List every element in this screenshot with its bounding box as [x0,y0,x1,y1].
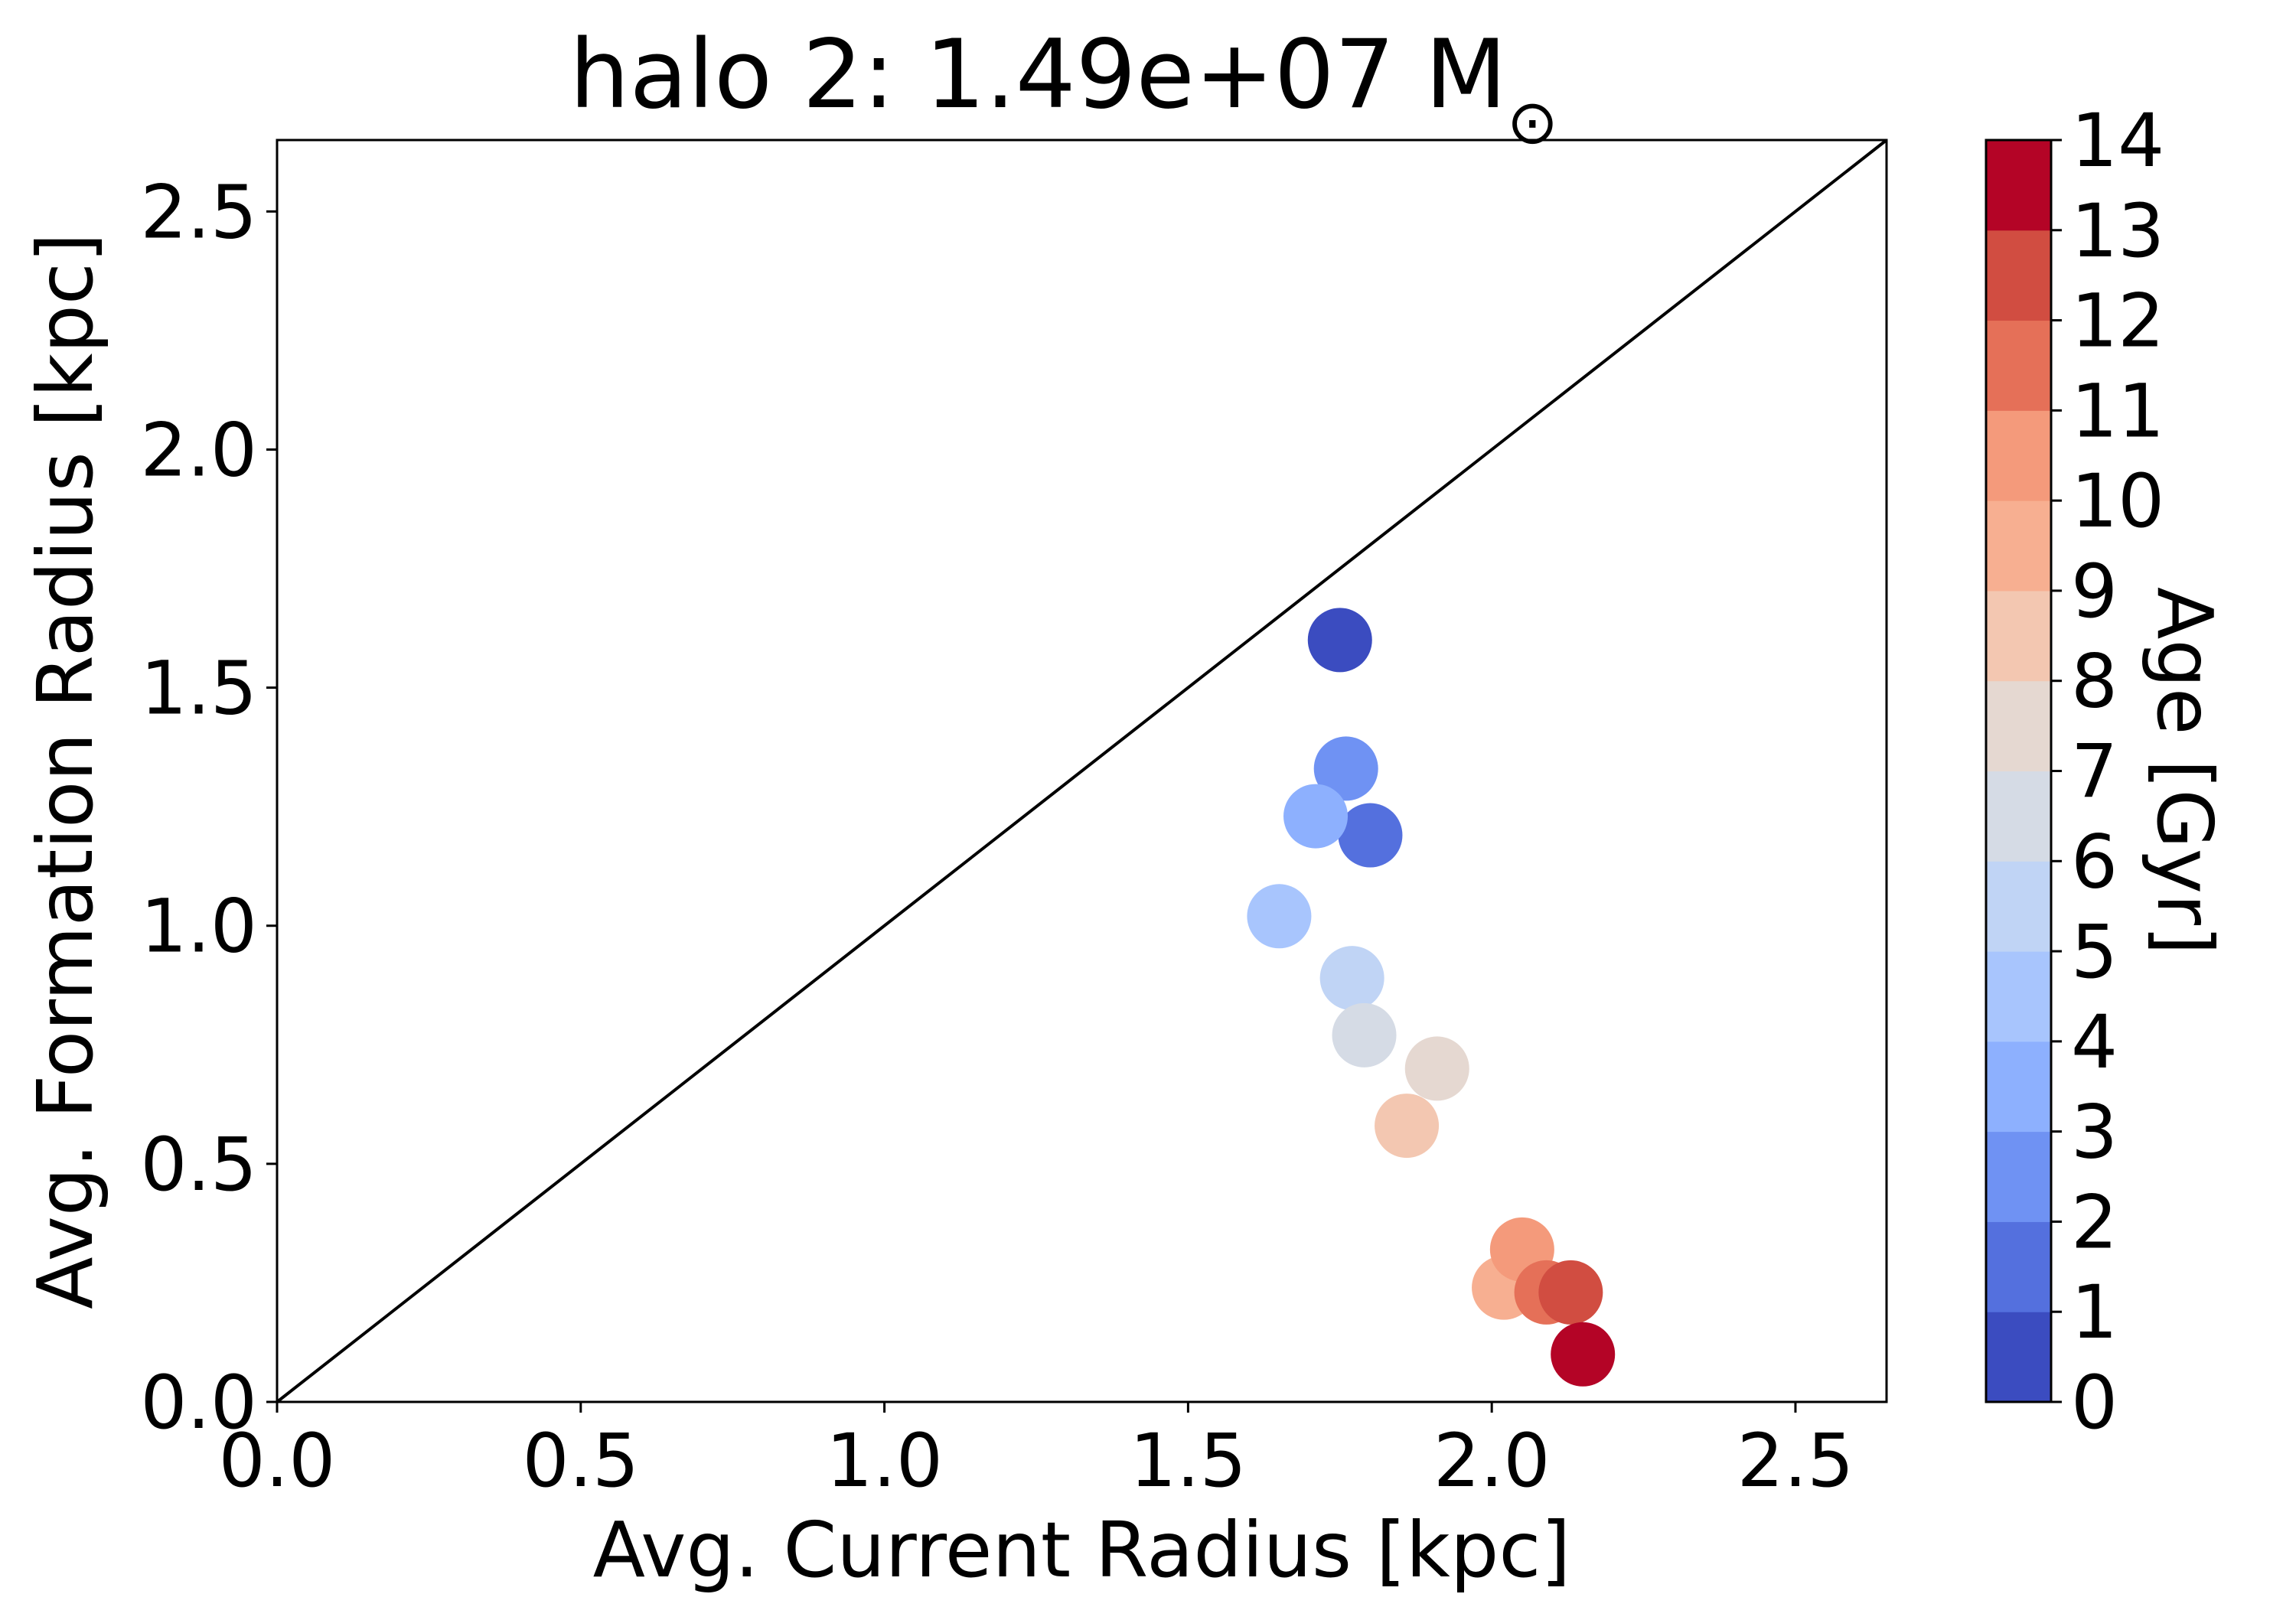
scatter-point-13 [1538,1260,1603,1325]
colorbar-band-2 [1986,1131,2051,1222]
colorbar-band-8 [1986,590,2051,682]
colorbar-band-6 [1986,771,2051,862]
x-axis: 0.0 0.5 1.0 1.5 2.0 2.5 [219,1402,1854,1504]
colorbar-band-13 [1986,140,2051,231]
y-axis: 0.0 0.5 1.0 1.5 2.0 2.5 [140,169,277,1446]
colorbar-label: Age [Gyr] [2140,587,2229,955]
colorbar-tick-label: 12 [2071,279,2164,364]
colorbar-tick-label: 7 [2071,729,2118,815]
scatter-point-8 [1404,1036,1469,1101]
colorbar-band-0 [1986,1312,2051,1403]
x-tick-label: 2.0 [1433,1418,1551,1504]
y-tick-label: 0.5 [140,1122,257,1208]
x-tick-label: 1.5 [1130,1418,1247,1504]
colorbar-tick-label: 9 [2071,549,2118,634]
colorbar-tick-label: 4 [2071,999,2118,1085]
scatter-point-3 [1313,736,1378,801]
scatter-point-1 [1307,608,1372,673]
x-tick-label: 1.0 [826,1418,943,1504]
colorbar-band-12 [1986,230,2051,321]
y-tick-label: 0.0 [140,1360,257,1446]
plot-area [276,139,1888,1403]
colorbar-band-9 [1986,500,2051,592]
colorbar-tick-label: 1 [2071,1270,2118,1355]
colorbar-band-5 [1986,861,2051,952]
scatter-point-6 [1319,946,1384,1011]
colorbar-band-4 [1986,951,2051,1042]
colorbar-band-1 [1986,1221,2051,1312]
colorbar-tick-label: 11 [2071,368,2164,454]
y-tick-label: 1.5 [140,646,257,732]
colorbar-band-3 [1986,1041,2051,1133]
x-axis-label: Avg. Current Radius [kpc] [593,1505,1571,1595]
chart-title-text: halo 2: 1.49e+07 M⊙ [569,20,1558,158]
colorbar-band-11 [1986,320,2051,411]
y-tick-label: 2.5 [140,169,257,255]
y-axis-label: Avg. Formation Radius [kpc] [21,233,110,1309]
scatter-point-7 [1332,1002,1397,1068]
colorbar-tick-label: 2 [2071,1179,2118,1265]
colorbar-tick-label: 10 [2071,458,2164,544]
colorbar-tick-label: 6 [2071,819,2118,905]
colorbar-band-10 [1986,410,2051,501]
y-tick-label: 1.0 [140,884,257,970]
colorbar-tick-label: 3 [2071,1090,2118,1175]
colorbar-tick-label: 5 [2071,909,2118,995]
colorbar-tick-label: 14 [2071,98,2164,184]
y-tick-label: 2.0 [140,407,257,493]
solar-mass-symbol: ⊙ [1507,86,1558,158]
one-to-one-line [276,139,1888,1403]
scatter-point-5 [1247,884,1312,949]
scatter-point-4 [1283,784,1349,849]
colorbar-tick-label: 0 [2071,1360,2118,1446]
plot-frame [276,139,1888,1403]
scatter-point-9 [1375,1094,1440,1159]
scatter-point-2 [1338,803,1403,868]
x-tick-label: 0.0 [219,1418,336,1504]
x-tick-label: 0.5 [522,1418,639,1504]
scatter-point-14 [1551,1322,1616,1387]
x-tick-label: 2.5 [1737,1418,1854,1504]
chart-title: halo 2: 1.49e+07 M⊙ [569,20,1558,158]
colorbar-tick-label: 13 [2071,188,2164,274]
colorbar-band-7 [1986,680,2051,771]
colorbar-tick-label: 8 [2071,639,2118,725]
